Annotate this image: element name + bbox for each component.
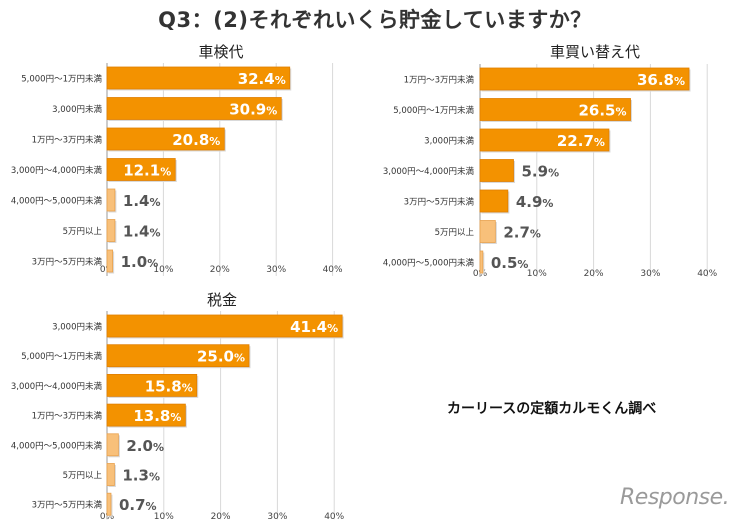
- chart-1-tick-label: 10%: [153, 265, 173, 275]
- chart-2-bar: [479, 128, 610, 152]
- chart-3-bar: [106, 373, 198, 397]
- chart-2-value-label: 2.7%: [503, 224, 541, 242]
- chart-1-category-label: 1万円～3万円未満: [32, 135, 103, 146]
- chart-2-category-label: 5,000円～1万円未満: [393, 105, 474, 116]
- chart-3-bar: [106, 433, 119, 457]
- source-credit: カーリースの定額カルモくん調べ: [447, 401, 657, 417]
- chart-1-category-label: 3,000円未満: [52, 104, 102, 115]
- chart-1-category-label: 3,000円～4,000円未満: [11, 165, 103, 176]
- chart-2-category-label: 1万円～3万円未満: [404, 75, 475, 86]
- chart-1-title: 車検代: [198, 43, 243, 61]
- chart-2-bar: [479, 220, 496, 243]
- chart-2-tick-label: 20%: [584, 269, 604, 279]
- chart-2-tick-label: 30%: [640, 269, 660, 279]
- chart-3-tick-label: 20%: [211, 512, 231, 520]
- chart-1-tick-label: 40%: [323, 265, 343, 275]
- chart-1-value-label: 1.0%: [121, 253, 159, 271]
- chart-1-category-label: 4,000円～5,000円未満: [11, 196, 103, 207]
- chart-2-bar: [479, 67, 690, 91]
- chart-3-bar: [106, 344, 250, 368]
- chart-2-category-label: 3万円～5万円未満: [404, 197, 475, 208]
- chart-3-value-label: 41.4%: [290, 318, 338, 336]
- chart-2-tick-label: 40%: [697, 269, 717, 279]
- chart-1-tick-label: 30%: [266, 265, 286, 275]
- chart-3-title: 税金: [207, 291, 237, 309]
- chart-2-value-label: 5.9%: [522, 163, 560, 181]
- chart-3-bar: [106, 403, 186, 427]
- chart-3-bar: [106, 314, 343, 338]
- chart-1-bar: [106, 158, 176, 181]
- chart-1-value-label: 1.4%: [123, 192, 161, 210]
- chart-2-value-label: 4.9%: [516, 193, 554, 211]
- chart-3-category-label: 1万円～3万円未満: [32, 411, 103, 422]
- chart-3-tick-label: 30%: [267, 512, 287, 520]
- chart-1-category-label: 5,000円～1万円未満: [21, 74, 102, 85]
- response-logo: Response.: [620, 485, 730, 510]
- chart-1-bar: [106, 127, 225, 151]
- chart-3-bar: [106, 463, 115, 486]
- chart-1-bar: [106, 66, 291, 90]
- chart-3-value-label: 1.3%: [122, 467, 160, 485]
- chart-3-tick-label: 40%: [324, 512, 344, 520]
- chart-1-bar: [106, 219, 116, 242]
- chart-2-category-label: 3,000円～4,000円未満: [383, 166, 475, 177]
- chart-3-value-label: 13.8%: [133, 407, 181, 425]
- chart-1-value-label: 1.4%: [123, 223, 161, 241]
- chart-1-value-label: 32.4%: [238, 70, 286, 88]
- chart-1-bar: [106, 97, 282, 120]
- chart-3-category-label: 4,000円～5,000円未満: [11, 440, 103, 451]
- chart-2-bar: [479, 159, 514, 182]
- chart-1-value-label: 12.1%: [123, 162, 171, 180]
- chart-2-value-label: 26.5%: [578, 102, 626, 120]
- chart-3-value-label: 0.7%: [119, 496, 157, 514]
- chart-2-tick-label: 10%: [527, 269, 547, 279]
- chart-1-value-label: 20.8%: [172, 131, 220, 149]
- chart-1-category-label: 5万円以上: [63, 227, 103, 237]
- chart-3-tick-label: 0%: [100, 512, 115, 520]
- chart-3-value-label: 15.8%: [145, 377, 193, 395]
- chart-2-value-label: 36.8%: [637, 71, 685, 89]
- chart-2-category-label: 4,000円～5,000円未満: [383, 258, 475, 269]
- chart-2-title: 車買い替え代: [550, 43, 640, 61]
- chart-1-category-label: 3万円～5万円未満: [32, 257, 103, 268]
- chart-2-tick-label: 0%: [473, 269, 488, 279]
- chart-1-bar: [106, 249, 114, 273]
- chart-2-bar: [479, 250, 484, 274]
- chart-3-value-label: 25.0%: [197, 348, 245, 366]
- chart-3-category-label: 3,000円～4,000円未満: [11, 381, 103, 392]
- chart-3-category-label: 3万円～5万円未満: [32, 500, 103, 511]
- chart-2-bar: [479, 98, 631, 121]
- chart-3-tick-label: 10%: [154, 512, 174, 520]
- chart-1-value-label: 30.9%: [229, 101, 277, 119]
- page-title: Q3：(2)それぞれいくら貯金していますか？: [158, 8, 592, 32]
- chart-3-bar: [106, 492, 112, 516]
- chart-3-category-label: 3,000円未満: [52, 322, 102, 333]
- chart-3-value-label: 2.0%: [126, 437, 164, 455]
- chart-1-bar: [106, 188, 116, 212]
- chart-2-category-label: 3,000円未満: [424, 136, 474, 147]
- chart-3-category-label: 5万円以上: [63, 471, 103, 481]
- chart-2-category-label: 5万円以上: [435, 228, 475, 238]
- chart-2-value-label: 22.7%: [557, 132, 605, 150]
- chart-2-value-label: 0.5%: [491, 254, 529, 272]
- chart-3-category-label: 5,000円～1万円未満: [21, 351, 102, 362]
- chart-2-bar: [479, 189, 509, 213]
- chart-1-tick-label: 20%: [210, 265, 230, 275]
